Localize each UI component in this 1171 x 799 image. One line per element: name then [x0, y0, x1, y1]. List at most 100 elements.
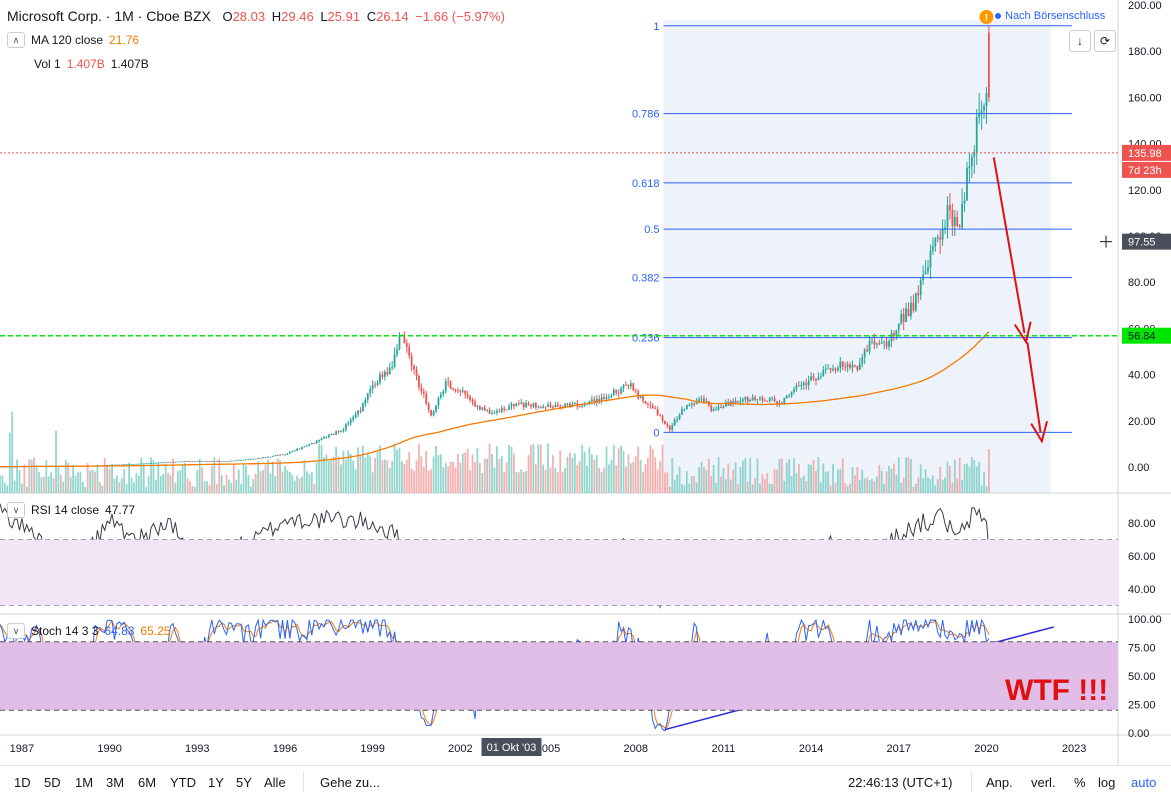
- candle-body: [154, 462, 157, 464]
- volume-bar: [478, 463, 481, 493]
- vol-legend[interactable]: Vol 1 1.407B 1.407B: [34, 57, 149, 71]
- percent-scale-button[interactable]: %: [1074, 775, 1086, 790]
- rsi-name: RSI 14 close: [31, 503, 100, 517]
- volume-bar: [788, 459, 791, 493]
- auto-scale-button[interactable]: auto: [1131, 775, 1157, 790]
- volume-bar: [985, 486, 988, 493]
- volume-bar: [978, 461, 981, 493]
- time-axis-label: 1993: [185, 743, 209, 755]
- candle-body: [895, 330, 898, 336]
- volume-bar: [25, 486, 28, 493]
- candle-body: [841, 361, 844, 367]
- candle-body: [505, 409, 508, 411]
- candle-body: [374, 384, 377, 386]
- collapse-legend-icon[interactable]: ∧: [7, 32, 25, 48]
- volume-bar: [517, 472, 520, 493]
- volume-bar: [96, 464, 99, 493]
- candle-body: [522, 402, 525, 408]
- range-6m[interactable]: 6M: [138, 775, 157, 790]
- candle-body: [720, 406, 722, 408]
- volume-bar: [705, 470, 708, 493]
- candle-body: [741, 399, 744, 401]
- candle-body: [944, 227, 946, 230]
- volume-bar: [634, 456, 637, 493]
- volume-bar: [94, 471, 96, 493]
- ma-legend[interactable]: ∧ MA 120 close 21.76: [7, 32, 145, 48]
- volume-bar: [276, 458, 279, 493]
- range-5y[interactable]: 5Y: [236, 775, 252, 790]
- candle-body: [829, 368, 832, 370]
- candle-body: [693, 403, 696, 405]
- volume-bar: [693, 476, 696, 493]
- volume-bar: [488, 443, 491, 493]
- volume-bar: [527, 454, 530, 493]
- volume-bar: [525, 470, 528, 493]
- range-all[interactable]: Alle: [264, 775, 286, 790]
- rsi-collapse-icon[interactable]: ∨: [7, 502, 25, 518]
- volume-bar: [128, 462, 130, 493]
- candle-body: [418, 375, 420, 388]
- volume-bar: [77, 472, 79, 493]
- candle-body: [744, 397, 747, 400]
- candle-body: [164, 461, 167, 463]
- volume-bar: [240, 483, 243, 493]
- volume-bar: [880, 470, 883, 493]
- candle-body: [532, 403, 535, 407]
- volume-bar: [142, 463, 145, 493]
- volume-bar: [780, 458, 783, 493]
- candle-body: [983, 105, 985, 111]
- volume-bar: [327, 461, 330, 493]
- after-hours-note[interactable]: Nach Börsenschluss: [995, 10, 1105, 22]
- symbol-title[interactable]: Microsoft Corp. · 1M · Cboe BZX: [7, 8, 211, 24]
- volume-bar: [111, 463, 113, 493]
- candle-body: [271, 455, 274, 457]
- volume-bar: [505, 462, 508, 493]
- volume-bar: [459, 462, 462, 493]
- adjust-button[interactable]: Anp.: [986, 775, 1013, 790]
- volume-bar: [220, 475, 223, 493]
- clock[interactable]: 22:46:13 (UTC+1): [848, 775, 953, 790]
- volume-bar: [449, 461, 452, 493]
- crosshair-price-tag: [1122, 233, 1171, 250]
- range-5d[interactable]: 5D: [44, 775, 61, 790]
- volume-bar: [118, 482, 121, 493]
- volume-bar: [52, 478, 55, 493]
- scroll-down-arrow-icon[interactable]: ↓: [1069, 30, 1091, 52]
- candle-body: [469, 396, 471, 400]
- volume-bar: [108, 468, 111, 493]
- candle-body: [927, 267, 929, 272]
- reset-chart-icon[interactable]: ⟳: [1094, 30, 1116, 52]
- last-price-tag: [1122, 144, 1171, 161]
- candle-body: [320, 438, 323, 440]
- range-ytd[interactable]: YTD: [170, 775, 196, 790]
- volume-bar: [871, 479, 873, 493]
- range-1y[interactable]: 1Y: [208, 775, 224, 790]
- log-scale-button[interactable]: log: [1098, 775, 1116, 790]
- candle-body: [705, 400, 708, 402]
- candle-body: [856, 365, 859, 370]
- range-1m[interactable]: 1M: [75, 775, 94, 790]
- candle-body: [783, 398, 786, 404]
- range-3m[interactable]: 3M: [106, 775, 125, 790]
- candle-body: [359, 410, 362, 412]
- volume-bar: [647, 457, 649, 493]
- volume-bar: [983, 471, 985, 493]
- candle-body: [237, 459, 240, 461]
- volume-bar: [342, 451, 345, 493]
- candle-body: [252, 458, 255, 460]
- volume-bar: [106, 466, 109, 493]
- candle-body: [839, 361, 842, 368]
- volume-bar: [590, 454, 593, 493]
- candle-body: [690, 403, 693, 406]
- volume-bar: [57, 467, 60, 493]
- goto-date-button[interactable]: Gehe zu...: [320, 775, 380, 790]
- volume-bar: [176, 471, 179, 493]
- rsi-legend[interactable]: ∨ RSI 14 close 47.77: [7, 502, 135, 518]
- volume-bar: [858, 480, 861, 493]
- stoch-collapse-icon[interactable]: ∨: [7, 623, 25, 639]
- candle-body: [150, 462, 152, 464]
- extended-hours-button[interactable]: verl.: [1031, 775, 1056, 790]
- stoch-legend[interactable]: ∨ Stoch 14 3 3 64.83 65.25: [7, 623, 176, 639]
- range-1d[interactable]: 1D: [14, 775, 31, 790]
